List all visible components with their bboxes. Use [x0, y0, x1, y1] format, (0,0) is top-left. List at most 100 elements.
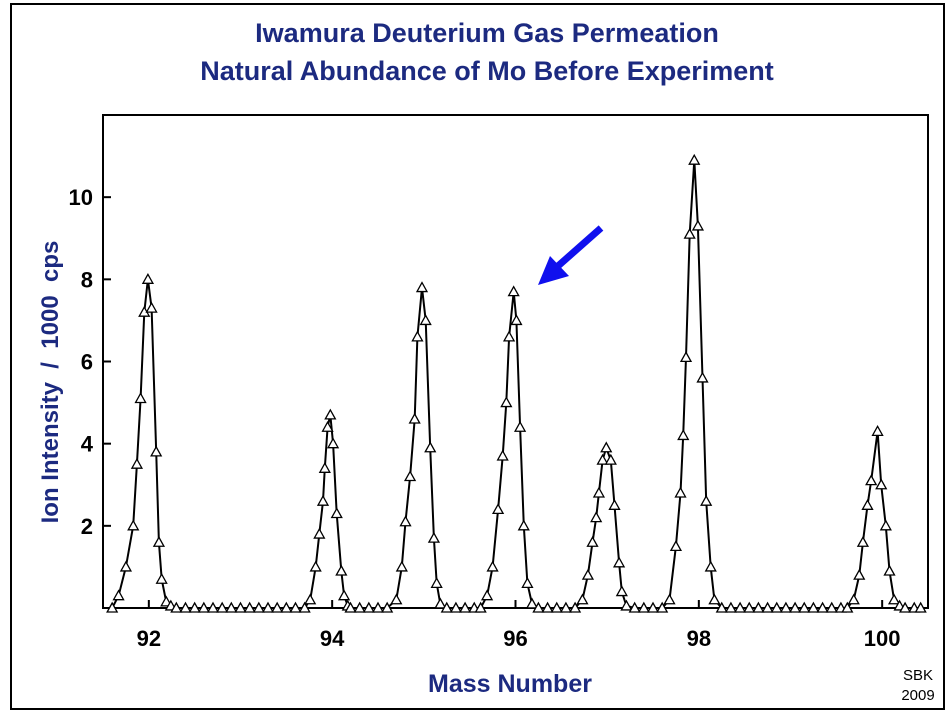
- marker: [708, 593, 721, 605]
- marker: [298, 601, 311, 613]
- marker: [656, 601, 669, 613]
- marker: [700, 494, 713, 506]
- marker: [646, 601, 660, 613]
- marker: [289, 601, 302, 613]
- marker: [362, 601, 375, 613]
- marker: [688, 153, 701, 165]
- marker: [252, 601, 265, 613]
- chart-subtitle: Natural Abundance of Mo Before Experimen…: [200, 56, 774, 86]
- marker: [430, 577, 443, 588]
- figure-frame: [10, 3, 945, 710]
- marker: [770, 601, 783, 613]
- marker: [798, 601, 811, 613]
- marker: [825, 601, 838, 613]
- marker: [590, 511, 603, 523]
- marker: [419, 314, 432, 326]
- marker: [134, 392, 147, 404]
- marker: [871, 425, 884, 436]
- marker: [399, 515, 412, 527]
- marker: [179, 601, 192, 613]
- marker: [620, 599, 633, 611]
- marker: [743, 601, 756, 613]
- y-tick-label: 2: [81, 514, 93, 539]
- marker: [427, 531, 441, 543]
- x-tick-label: 98: [687, 626, 711, 651]
- marker: [309, 560, 322, 572]
- marker: [596, 453, 609, 465]
- x-tick-label: 96: [503, 626, 527, 651]
- marker: [841, 601, 854, 613]
- marker: [424, 441, 437, 453]
- marker: [271, 601, 284, 613]
- marker: [513, 420, 527, 432]
- marker: [449, 601, 463, 613]
- marker: [330, 507, 343, 519]
- marker: [568, 601, 582, 613]
- marker: [887, 593, 901, 605]
- marker: [130, 457, 144, 469]
- y-tick-label: 6: [81, 350, 93, 375]
- marker: [898, 601, 912, 613]
- marker: [326, 437, 340, 449]
- marker: [704, 560, 717, 572]
- marker: [403, 470, 417, 482]
- y-tick-label: 4: [81, 432, 94, 457]
- marker: [663, 593, 676, 605]
- marker: [411, 330, 424, 342]
- marker: [875, 478, 888, 490]
- marker: [696, 371, 709, 383]
- arrow-annotation: [538, 225, 604, 285]
- marker: [779, 601, 793, 613]
- marker: [683, 227, 696, 239]
- y-tick-label: 10: [69, 185, 93, 210]
- marker: [486, 560, 499, 572]
- marker: [335, 564, 348, 576]
- marker: [458, 601, 472, 613]
- marker: [152, 535, 166, 547]
- marker: [510, 314, 523, 326]
- marker: [853, 568, 866, 580]
- y-axis-label: Ion Intensity / 1000 cps: [37, 241, 64, 524]
- marker: [112, 589, 125, 601]
- marker: [674, 486, 687, 498]
- x-tick-label: 94: [320, 626, 345, 651]
- marker: [216, 601, 229, 613]
- marker: [733, 601, 747, 613]
- marker: [586, 535, 599, 547]
- marker: [353, 601, 366, 613]
- marker: [525, 597, 539, 609]
- marker: [865, 474, 878, 486]
- marker: [521, 577, 534, 588]
- marker: [381, 601, 394, 613]
- marker: [628, 601, 641, 613]
- marker: [415, 281, 429, 293]
- marker: [491, 503, 505, 515]
- marker: [532, 601, 545, 613]
- marker: [344, 601, 357, 613]
- marker: [119, 560, 133, 572]
- marker: [440, 601, 453, 613]
- marker: [879, 519, 892, 531]
- marker: [155, 572, 168, 584]
- marker: [669, 540, 683, 552]
- marker: [197, 601, 210, 613]
- marker: [106, 601, 119, 613]
- marker: [313, 527, 326, 539]
- marker: [883, 564, 896, 576]
- marker: [914, 601, 927, 613]
- marker: [145, 301, 158, 313]
- marker: [608, 498, 621, 510]
- marker: [715, 601, 728, 613]
- marker: [261, 601, 275, 613]
- marker: [371, 601, 385, 613]
- marker: [752, 601, 765, 613]
- marker: [637, 601, 650, 613]
- marker: [502, 330, 516, 342]
- marker: [324, 408, 337, 420]
- marker: [337, 589, 351, 601]
- marker: [581, 568, 595, 580]
- marker: [861, 498, 874, 510]
- marker: [677, 429, 690, 441]
- marker: [474, 601, 487, 613]
